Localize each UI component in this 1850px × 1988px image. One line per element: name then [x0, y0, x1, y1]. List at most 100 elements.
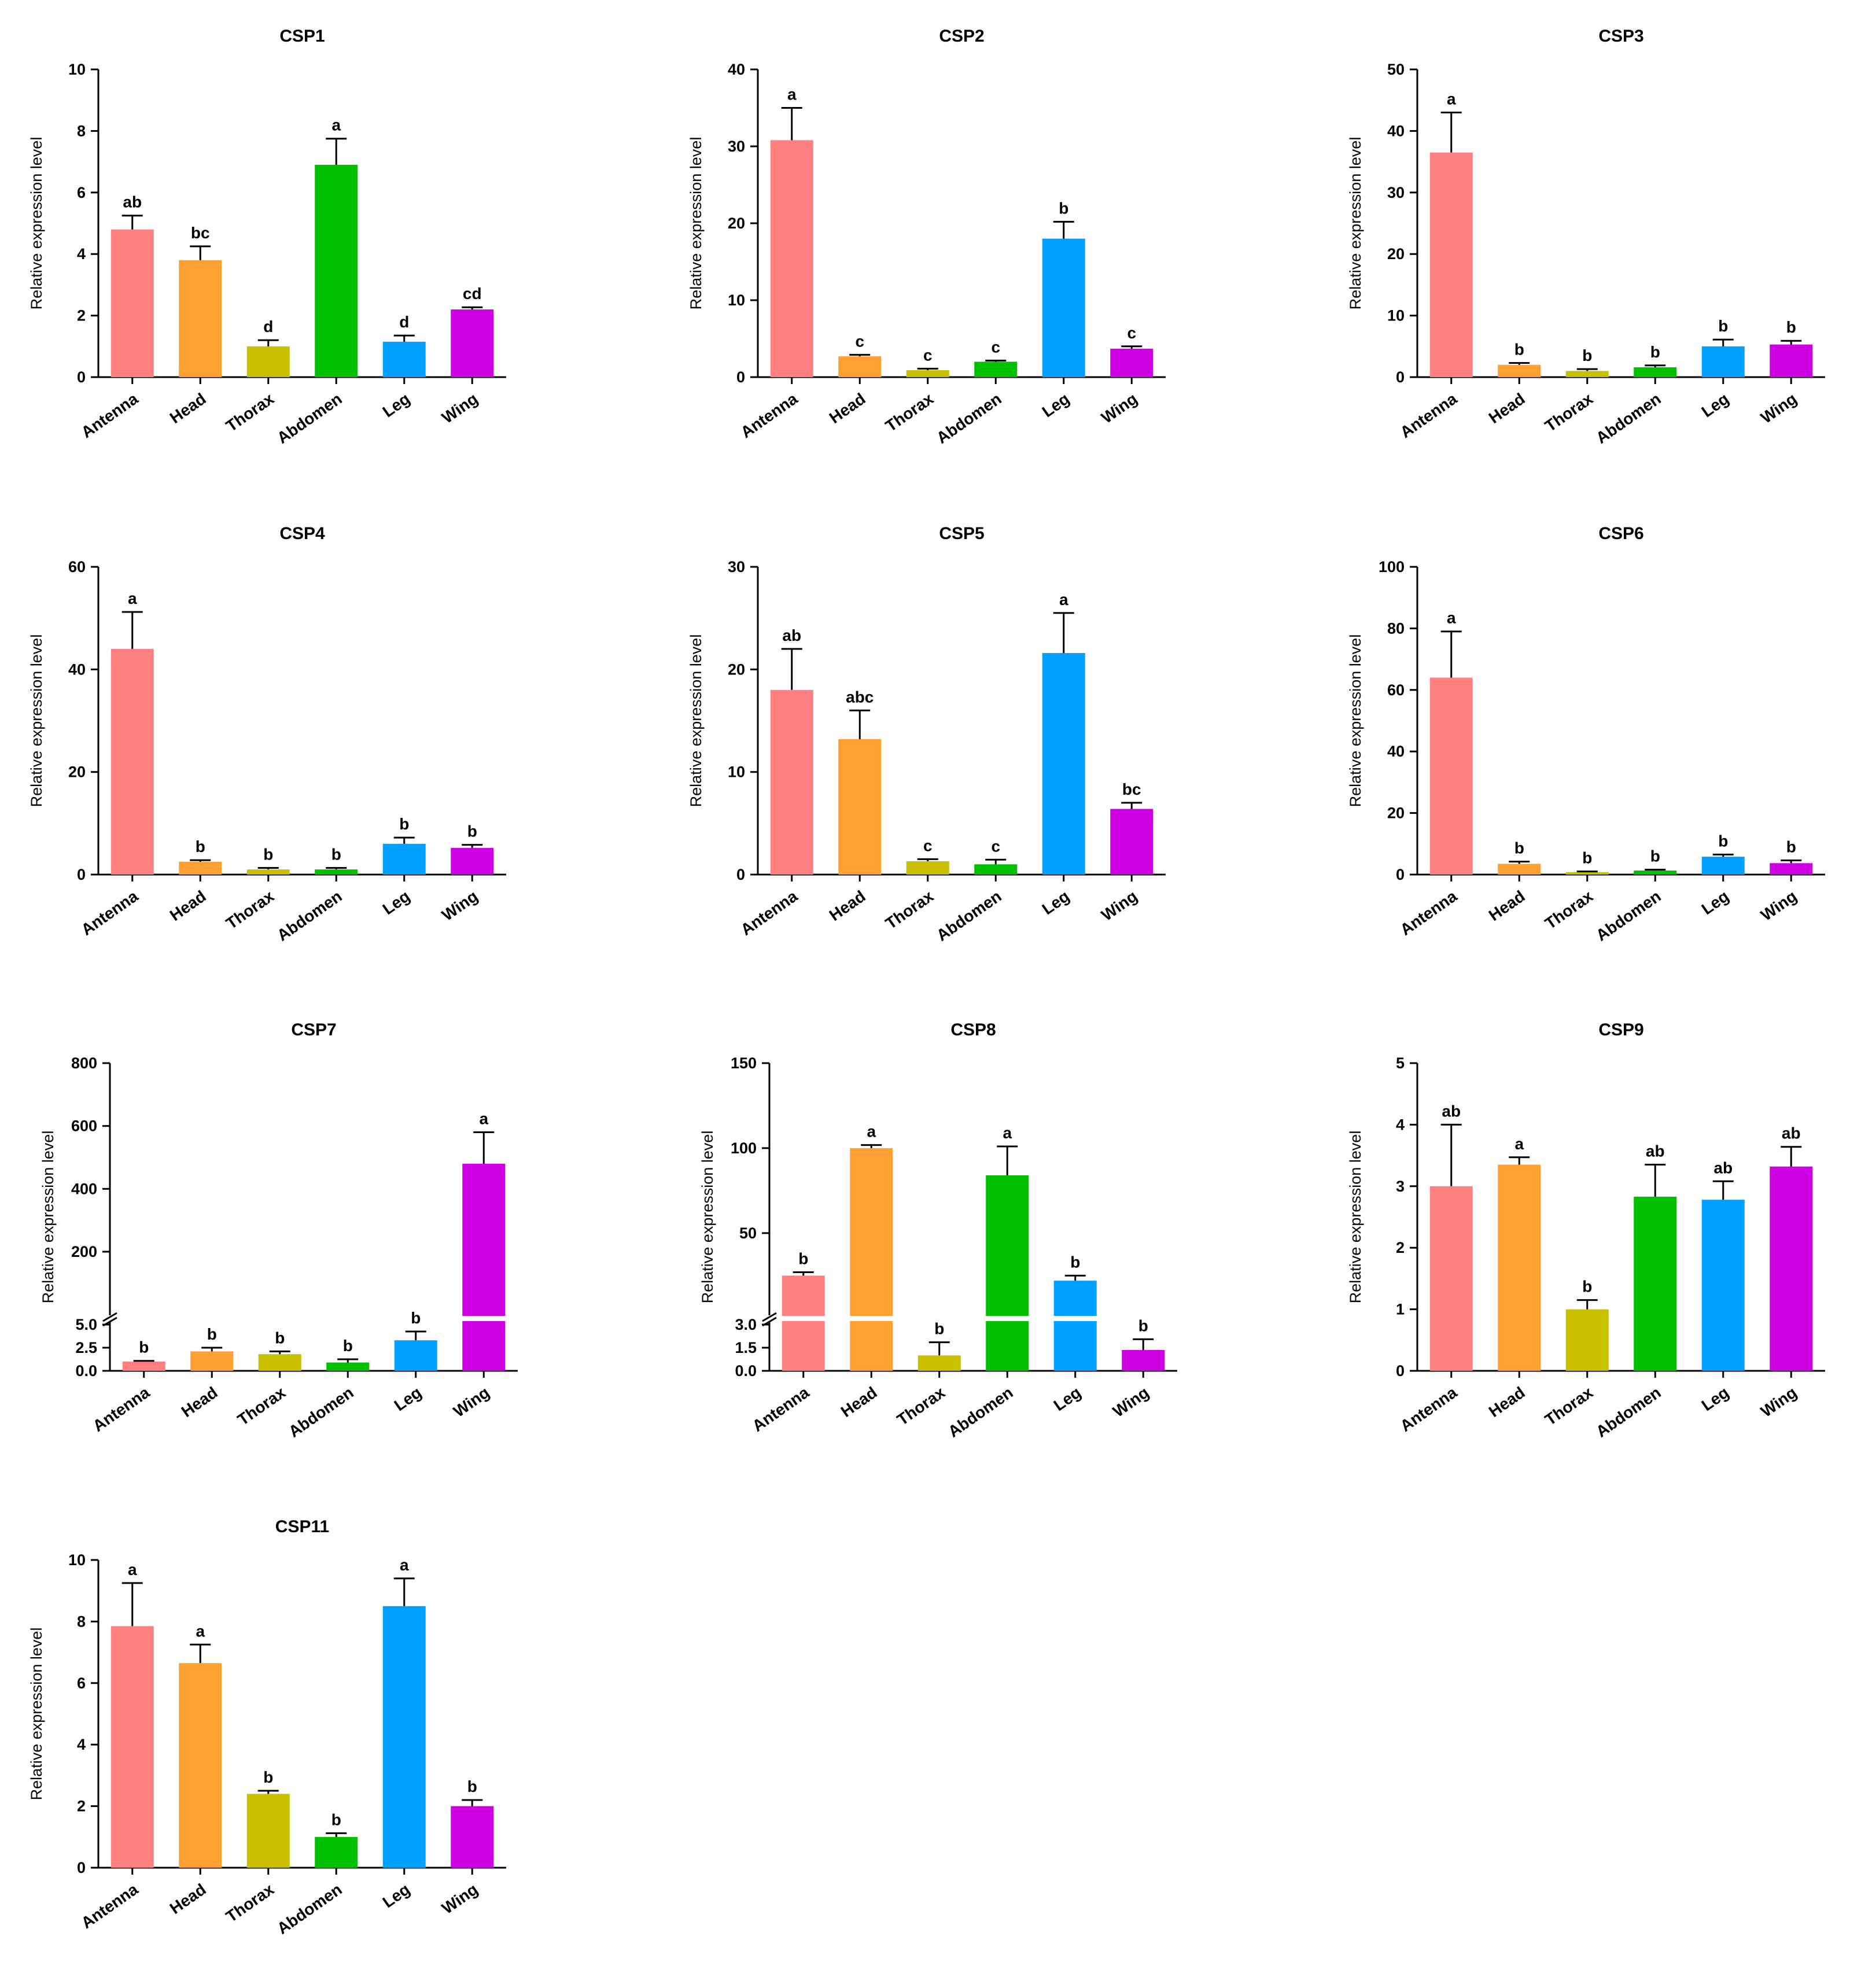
- chart-title: CSP6: [1598, 524, 1643, 543]
- y-tick-label: 10: [68, 1551, 86, 1569]
- y-tick-label: 20: [728, 215, 745, 232]
- significance-letter: b: [207, 1325, 217, 1343]
- x-tick-label: Antenna: [1397, 1383, 1461, 1435]
- bar-thorax: [258, 1354, 301, 1371]
- bar-leg: [382, 843, 426, 875]
- significance-letter: bc: [191, 224, 210, 242]
- significance-letter: d: [399, 313, 409, 331]
- y-tick-label: 4: [77, 245, 86, 263]
- bar-wing: [451, 1806, 494, 1868]
- bar-leg: [382, 1606, 426, 1868]
- chart-svg: CSP1 Relative expression level 0 2 4 6 8 10 ab An…: [28, 27, 506, 447]
- y-tick-label: 600: [71, 1117, 97, 1135]
- x-tick-label: Abdomen: [945, 1384, 1016, 1441]
- x-tick-label: Antenna: [90, 1383, 153, 1435]
- significance-letter: b: [1138, 1316, 1148, 1334]
- bar-head: [190, 1351, 234, 1371]
- significance-letter: b: [798, 1249, 808, 1267]
- significance-letter: a: [787, 86, 797, 104]
- y-tick-label: 50: [1387, 61, 1405, 78]
- y-tick-label: 400: [71, 1180, 97, 1197]
- bar-wing: [462, 1163, 506, 1371]
- axis-break-mark: [102, 1312, 117, 1322]
- bar-head: [1498, 364, 1541, 377]
- y-tick-label: 200: [71, 1243, 97, 1260]
- y-tick-label: 3: [1396, 1178, 1405, 1195]
- y-axis-label: Relative expression level: [1347, 635, 1364, 807]
- significance-letter: a: [1447, 609, 1456, 627]
- significance-letter: b: [1786, 838, 1796, 856]
- y-tick-label: 40: [68, 661, 86, 678]
- y-tick-label: 0: [77, 1859, 86, 1876]
- x-tick-label: Wing: [1098, 390, 1141, 427]
- x-tick-label: Wing: [1110, 1384, 1152, 1421]
- chart-panel-csp7: CSP7 Relative expression level 0.0 2.5 5.0 20…: [12, 994, 628, 1491]
- x-tick-label: Antenna: [78, 1880, 142, 1932]
- x-tick-label: Leg: [391, 1384, 425, 1415]
- y-tick-label: 30: [728, 558, 745, 576]
- x-tick-label: Wing: [438, 390, 481, 427]
- x-tick-label: Head: [178, 1384, 221, 1421]
- x-tick-label: Abdomen: [1593, 390, 1664, 447]
- chart-title: CSP5: [939, 524, 984, 543]
- y-tick-label: 800: [71, 1054, 97, 1072]
- x-tick-label: Thorax: [1542, 389, 1597, 435]
- chart-title: CSP9: [1598, 1020, 1643, 1039]
- y-tick-label: 150: [731, 1054, 757, 1072]
- x-tick-label: Head: [826, 390, 869, 427]
- y-tick-label: 4: [1396, 1116, 1405, 1133]
- chart-title: CSP7: [291, 1020, 336, 1039]
- chart-svg: CSP8 Relative expression level 0.0 1.5 3.0 50…: [699, 1020, 1177, 1441]
- significance-letter: b: [263, 1768, 273, 1786]
- significance-letter: c: [923, 346, 933, 364]
- x-tick-label: Thorax: [223, 389, 278, 435]
- significance-letter: b: [467, 1777, 477, 1795]
- bar-abdomen: [326, 1362, 370, 1371]
- y-tick-label: 20: [1387, 245, 1405, 263]
- y-axis-label: Relative expression level: [39, 1131, 57, 1304]
- y-tick-label: 1: [1396, 1301, 1405, 1318]
- significance-letter: c: [923, 836, 933, 854]
- significance-letter: b: [139, 1338, 149, 1356]
- bar-head: [179, 1663, 222, 1868]
- x-tick-label: Leg: [1051, 1384, 1085, 1415]
- bar-abdomen: [315, 164, 358, 377]
- x-tick-label: Thorax: [882, 389, 937, 435]
- x-tick-label: Abdomen: [285, 1384, 357, 1441]
- x-tick-label: Head: [167, 887, 209, 925]
- significance-letter: b: [1514, 341, 1524, 359]
- significance-letter: b: [1582, 1278, 1592, 1296]
- x-tick-label: Leg: [379, 887, 414, 919]
- x-tick-label: Leg: [1698, 1384, 1733, 1415]
- significance-letter: b: [1718, 317, 1728, 335]
- chart-title: CSP4: [279, 524, 325, 543]
- significance-letter: bc: [1122, 780, 1141, 798]
- x-tick-label: Thorax: [223, 1880, 278, 1926]
- significance-letter: a: [1514, 1135, 1524, 1153]
- chart-svg: CSP2 Relative expression level 0 10 20 30 40 a A…: [687, 27, 1166, 447]
- axis-break-mark: [762, 1312, 777, 1322]
- bar-antenna: [782, 1275, 825, 1371]
- significance-letter: b: [331, 1810, 341, 1828]
- y-tick-label: 3.0: [735, 1316, 757, 1333]
- significance-letter: a: [400, 1556, 409, 1574]
- y-tick-label: 0: [736, 368, 745, 386]
- significance-letter: a: [1059, 591, 1068, 608]
- y-tick-label: 2: [77, 1798, 86, 1815]
- significance-letter: b: [196, 838, 205, 855]
- significance-letter: a: [867, 1123, 876, 1141]
- bar-head: [1498, 864, 1541, 875]
- bar-thorax: [1565, 1309, 1609, 1371]
- significance-letter: b: [1650, 343, 1660, 361]
- y-tick-label: 10: [728, 764, 745, 781]
- significance-letter: c: [991, 338, 1000, 356]
- x-tick-label: Head: [167, 390, 209, 427]
- x-tick-label: Leg: [379, 390, 414, 421]
- bar-abdomen: [974, 864, 1018, 875]
- chart-svg: CSP6 Relative expression level 0 20 40 60 80 10…: [1347, 524, 1825, 945]
- bar-leg: [1701, 857, 1745, 875]
- bar-thorax: [246, 1794, 290, 1868]
- x-tick-label: Abdomen: [1593, 1384, 1664, 1441]
- x-tick-label: Wing: [450, 1384, 493, 1421]
